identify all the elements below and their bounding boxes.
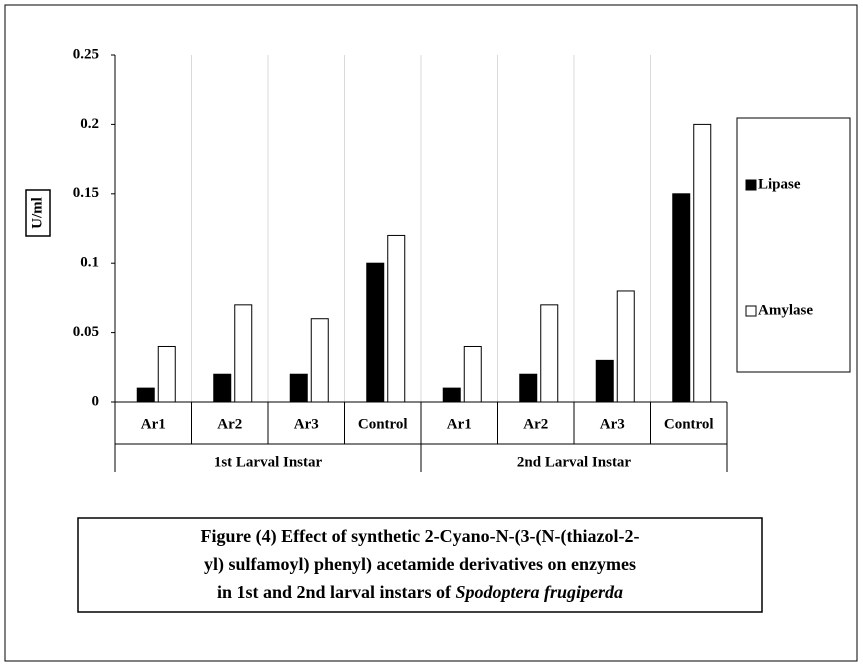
bar bbox=[234, 304, 253, 403]
bar bbox=[595, 359, 614, 403]
bar bbox=[366, 262, 385, 403]
y-label-box bbox=[25, 189, 51, 237]
bar bbox=[157, 345, 176, 403]
y-tick-label: 0.25 bbox=[73, 46, 99, 62]
x-tick-label: Ar2 bbox=[523, 416, 548, 432]
x-tick-label: Ar1 bbox=[141, 416, 166, 432]
bar bbox=[213, 373, 232, 403]
x-tick-label: Control bbox=[358, 416, 408, 432]
legend-label: Amylase bbox=[758, 302, 813, 318]
caption-line: Figure (4) Effect of synthetic 2-Cyano-N… bbox=[200, 526, 639, 547]
bar bbox=[387, 234, 406, 403]
bar bbox=[310, 318, 329, 403]
legend-swatch bbox=[745, 305, 757, 317]
y-tick-label: 0.1 bbox=[80, 255, 99, 271]
group-label: 2nd Larval Instar bbox=[517, 454, 632, 470]
caption-line: yl) sulfamoyl) phenyl) acetamide derivat… bbox=[204, 554, 636, 575]
x-tick-label: Ar2 bbox=[217, 416, 242, 432]
x-tick-label: Ar3 bbox=[600, 416, 625, 432]
caption-line: in 1st and 2nd larval instars of Spodopt… bbox=[217, 582, 623, 602]
x-tick-label: Ar1 bbox=[447, 416, 472, 432]
caption-text: Figure (4) Effect of synthetic 2-Cyano-N… bbox=[200, 526, 639, 547]
legend-box bbox=[736, 117, 851, 373]
bar bbox=[540, 304, 559, 403]
legend-swatch bbox=[745, 179, 757, 191]
y-axis-label: U/ml bbox=[29, 197, 45, 229]
caption-species: Spodoptera frugiperda bbox=[456, 582, 624, 602]
y-tick-label: 0.05 bbox=[73, 324, 99, 340]
bar bbox=[289, 373, 308, 403]
caption-box bbox=[77, 517, 763, 613]
caption-text: yl) sulfamoyl) phenyl) acetamide derivat… bbox=[204, 554, 636, 575]
legend-label: Lipase bbox=[758, 176, 801, 192]
x-tick-label: Ar3 bbox=[294, 416, 319, 432]
x-tick-label: Control bbox=[664, 416, 714, 432]
y-tick-label: 0.15 bbox=[73, 185, 99, 201]
bar bbox=[442, 387, 461, 403]
y-tick-label: 0.2 bbox=[80, 116, 99, 132]
y-tick-label: 0 bbox=[92, 393, 100, 409]
caption-text: in 1st and 2nd larval instars of bbox=[217, 582, 452, 602]
bar bbox=[136, 387, 155, 403]
group-label: 1st Larval Instar bbox=[214, 454, 323, 470]
bar bbox=[672, 193, 691, 403]
bar bbox=[616, 290, 635, 403]
bar bbox=[463, 345, 482, 403]
bar bbox=[693, 123, 712, 403]
bar bbox=[519, 373, 538, 403]
